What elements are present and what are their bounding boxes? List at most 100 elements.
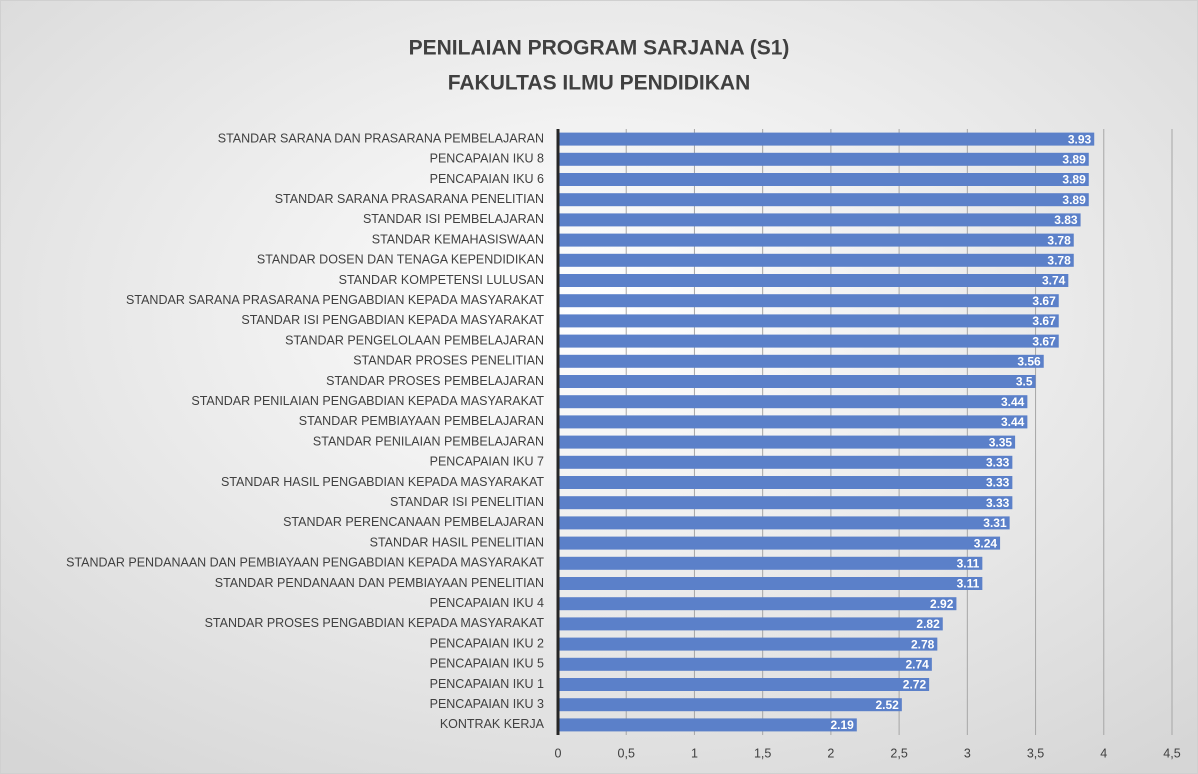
y-tick-label: KONTRAK KERJA: [440, 717, 545, 731]
bar: [558, 253, 1074, 267]
value-label: 3.35: [989, 435, 1013, 449]
bar: [558, 193, 1089, 207]
y-tick-label: STANDAR PENGELOLAAN PEMBELAJARAN: [285, 333, 544, 347]
y-tick-label: STANDAR SARANA DAN PRASARANA PEMBELAJARA…: [218, 131, 544, 145]
value-label: 3.93: [1068, 132, 1092, 146]
y-tick-label: STANDAR ISI PENGABDIAN KEPADA MASYARAKAT: [241, 313, 544, 327]
value-label: 3.11: [957, 577, 980, 591]
bar: [558, 476, 1013, 489]
bar: [558, 556, 983, 570]
y-tick-label: PENCAPAIAN IKU 3: [430, 697, 544, 711]
bar: [558, 435, 1016, 449]
bar: [558, 274, 1069, 287]
bar: [558, 718, 857, 732]
y-tick-label: PENCAPAIAN IKU 5: [430, 657, 544, 671]
bar: [558, 536, 1001, 550]
bar: [558, 233, 1074, 247]
value-label: 3.67: [1032, 314, 1056, 328]
value-label: 3.44: [1001, 395, 1025, 409]
value-label: 2.52: [875, 698, 899, 712]
value-label: 3.33: [986, 496, 1010, 510]
bar: [558, 496, 1013, 510]
y-tick-label: STANDAR SARANA PRASARANA PENGABDIAN KEPA…: [126, 293, 544, 307]
y-tick-label: STANDAR DOSEN DAN TENAGA KEPENDIDIKAN: [257, 253, 544, 267]
bar: [558, 334, 1059, 348]
x-tick-label: 3,5: [1027, 746, 1044, 760]
value-label: 3.67: [1032, 334, 1056, 348]
bar: [558, 395, 1028, 409]
value-label: 2.92: [930, 597, 954, 611]
value-label: 3.89: [1062, 152, 1086, 166]
bar: [558, 455, 1013, 469]
value-label: 3.24: [974, 536, 998, 550]
value-label: 3.33: [986, 476, 1010, 490]
chart-subtitle: FAKULTAS ILMU PENDIDIKAN: [448, 72, 751, 95]
y-tick-label: STANDAR PROSES PENGABDIAN KEPADA MASYARA…: [205, 616, 545, 630]
y-tick-label: STANDAR PENILAIAN PEMBELAJARAN: [313, 434, 544, 448]
x-tick-label: 0,5: [618, 746, 635, 760]
x-tick-label: 2,5: [890, 746, 907, 760]
value-label: 3.83: [1054, 213, 1078, 227]
y-tick-label: STANDAR ISI PENELITIAN: [390, 495, 544, 509]
chart-title: PENILAIAN PROGRAM SARJANA (S1): [409, 37, 790, 60]
y-tick-label: PENCAPAIAN IKU 8: [430, 152, 544, 166]
y-tick-label: STANDAR SARANA PRASARANA PENELITIAN: [275, 192, 544, 206]
value-label: 3.33: [986, 455, 1010, 469]
bar: [558, 516, 1010, 530]
bar: [558, 152, 1089, 166]
x-tick-label: 2: [827, 746, 834, 760]
y-tick-label: PENCAPAIAN IKU 1: [430, 677, 544, 691]
value-label: 2.19: [830, 718, 854, 732]
x-tick-label: 0: [555, 746, 562, 760]
bar: [558, 213, 1081, 227]
value-label: 3.5: [1016, 375, 1033, 389]
bar: [558, 314, 1059, 328]
bar: [558, 132, 1095, 146]
y-tick-label: PENCAPAIAN IKU 6: [430, 172, 544, 186]
bar: [558, 637, 938, 651]
value-label: 3.67: [1032, 294, 1056, 308]
value-label: 3.56: [1017, 354, 1041, 368]
value-label: 3.74: [1042, 274, 1066, 288]
bar: [558, 294, 1059, 308]
y-tick-label: PENCAPAIAN IKU 2: [430, 636, 544, 650]
bar: [558, 698, 902, 712]
y-tick-label: STANDAR HASIL PENELITIAN: [370, 535, 544, 549]
bar: [558, 415, 1028, 429]
value-label: 2.78: [911, 637, 935, 651]
x-tick-label: 3: [964, 746, 971, 760]
y-tick-label: STANDAR PROSES PENELITIAN: [353, 354, 544, 368]
value-label: 3.78: [1047, 233, 1071, 247]
y-tick-label: STANDAR PERENCANAAN PEMBELAJARAN: [283, 515, 544, 529]
bar: [558, 375, 1036, 388]
x-tick-label: 1: [691, 746, 698, 760]
y-tick-label: STANDAR PENILAIAN PENGABDIAN KEPADA MASY…: [191, 394, 544, 408]
y-tick-label: STANDAR PROSES PEMBELAJARAN: [326, 374, 544, 388]
bar: [558, 617, 943, 631]
value-label: 2.74: [905, 657, 929, 671]
bar: [558, 354, 1044, 368]
value-label: 2.82: [916, 617, 940, 631]
value-label: 3.78: [1047, 253, 1071, 267]
x-tick-label: 4,5: [1163, 746, 1180, 760]
y-tick-label: STANDAR ISI PEMBELAJARAN: [363, 212, 544, 226]
y-tick-label: PENCAPAIAN IKU 4: [430, 596, 544, 610]
value-label: 3.31: [983, 516, 1007, 530]
x-tick-label: 1,5: [754, 746, 771, 760]
y-tick-label: STANDAR PEMBIAYAAN PEMBELAJARAN: [299, 414, 544, 428]
bar: [558, 173, 1089, 186]
y-tick-label: PENCAPAIAN IKU 7: [430, 455, 544, 469]
y-tick-label: STANDAR PENDANAAN DAN PEMBIAYAAN PENELIT…: [215, 576, 544, 590]
value-label: 2.72: [903, 678, 927, 692]
bar: [558, 657, 932, 671]
value-label: 3.11: [957, 556, 980, 570]
y-tick-label: STANDAR PENDANAAN DAN PEMBIAYAAN PENGABD…: [66, 556, 544, 570]
value-label: 3.44: [1001, 415, 1025, 429]
value-label: 3.89: [1062, 193, 1086, 207]
value-label: 3.89: [1062, 173, 1086, 187]
bar: [558, 678, 930, 691]
y-tick-label: STANDAR HASIL PENGABDIAN KEPADA MASYARAK…: [221, 475, 544, 489]
x-tick-label: 4: [1100, 746, 1107, 760]
bar: [558, 577, 983, 590]
